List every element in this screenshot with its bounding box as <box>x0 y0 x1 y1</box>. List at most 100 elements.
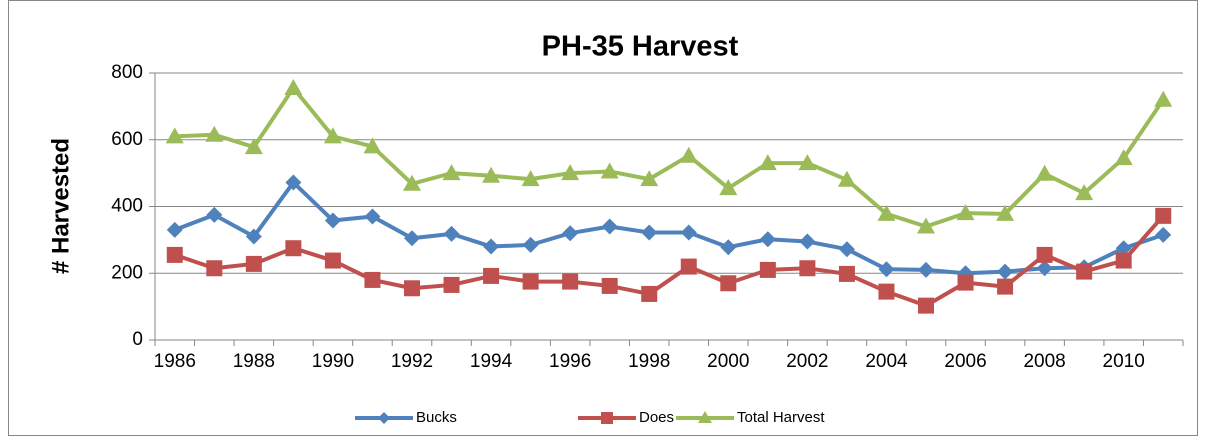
marker <box>403 174 421 191</box>
x-tick-label: 2000 <box>707 351 749 372</box>
marker <box>378 412 390 424</box>
x-tick-label: 1990 <box>312 351 354 372</box>
y-tick-label: 0 <box>132 329 143 350</box>
legend-label: Does <box>639 409 674 426</box>
marker <box>1154 90 1173 107</box>
y-tick-label: 200 <box>111 262 143 283</box>
marker <box>363 137 382 154</box>
marker <box>837 170 856 187</box>
x-tick-label: 1992 <box>391 351 433 372</box>
marker <box>838 241 855 258</box>
marker <box>1114 149 1133 166</box>
legend-label: Bucks <box>416 409 457 426</box>
marker <box>1155 226 1172 243</box>
legend-label: Total Harvest <box>737 409 825 426</box>
marker <box>482 166 501 183</box>
marker <box>698 411 712 423</box>
marker <box>562 273 579 290</box>
marker <box>404 280 420 297</box>
marker <box>996 204 1015 221</box>
marker <box>601 277 618 294</box>
marker <box>284 79 303 96</box>
marker <box>640 170 659 187</box>
x-tick-label: 1996 <box>549 351 591 372</box>
marker <box>165 127 184 144</box>
marker <box>442 164 461 181</box>
marker <box>324 252 341 269</box>
y-tick-label: 600 <box>111 129 143 150</box>
marker <box>957 274 974 291</box>
marker <box>522 236 539 253</box>
marker <box>206 260 223 277</box>
marker <box>364 271 381 288</box>
marker <box>997 278 1014 295</box>
marker <box>997 263 1014 280</box>
marker <box>205 125 224 142</box>
marker <box>285 174 302 191</box>
marker <box>1115 240 1132 257</box>
marker <box>877 204 896 221</box>
series-line <box>174 86 1165 229</box>
marker <box>404 230 420 247</box>
marker <box>838 265 855 282</box>
marker <box>601 218 618 235</box>
marker <box>561 164 580 181</box>
marker <box>719 179 738 196</box>
marker <box>798 154 817 171</box>
marker <box>878 283 895 300</box>
y-axis-label: # Harvested <box>47 138 74 274</box>
marker <box>918 261 934 278</box>
marker <box>364 208 381 225</box>
marker <box>1076 263 1093 280</box>
x-tick-label: 2006 <box>944 351 986 372</box>
x-tick-label: 1998 <box>628 351 670 372</box>
marker <box>245 255 262 272</box>
marker <box>521 170 540 187</box>
marker <box>641 285 658 302</box>
marker <box>324 212 341 229</box>
marker <box>917 217 935 234</box>
marker <box>323 127 342 144</box>
marker <box>759 261 776 278</box>
marker <box>680 224 697 241</box>
marker <box>601 412 613 424</box>
marker <box>720 275 737 292</box>
marker <box>1036 246 1053 263</box>
marker <box>483 267 500 284</box>
marker <box>483 238 500 255</box>
marker <box>759 231 776 248</box>
marker <box>1155 207 1172 224</box>
marker <box>443 276 460 293</box>
marker <box>1036 260 1053 277</box>
marker <box>680 258 697 275</box>
marker <box>679 146 698 163</box>
marker <box>522 273 539 290</box>
marker <box>1115 252 1132 269</box>
marker <box>166 221 183 238</box>
marker <box>1035 164 1054 181</box>
x-tick-label: 2002 <box>786 351 828 372</box>
marker <box>720 239 737 256</box>
marker <box>206 206 223 223</box>
marker <box>562 225 579 242</box>
marker <box>956 204 975 221</box>
marker <box>799 260 816 277</box>
marker <box>600 162 619 179</box>
x-tick-label: 2008 <box>1023 351 1065 372</box>
marker <box>641 224 658 241</box>
x-tick-label: 1994 <box>470 351 513 372</box>
marker <box>443 225 460 242</box>
chart-title: PH-35 Harvest <box>542 31 739 63</box>
y-tick-label: 800 <box>111 62 143 83</box>
x-tick-label: 2004 <box>865 351 908 372</box>
x-tick-label: 1988 <box>233 351 275 372</box>
x-tick-label: 2010 <box>1103 351 1145 372</box>
marker <box>758 154 777 171</box>
y-tick-label: 400 <box>111 196 143 217</box>
marker <box>245 228 262 245</box>
marker <box>166 246 183 263</box>
marker <box>918 297 934 314</box>
marker <box>799 233 816 250</box>
marker <box>285 240 302 257</box>
